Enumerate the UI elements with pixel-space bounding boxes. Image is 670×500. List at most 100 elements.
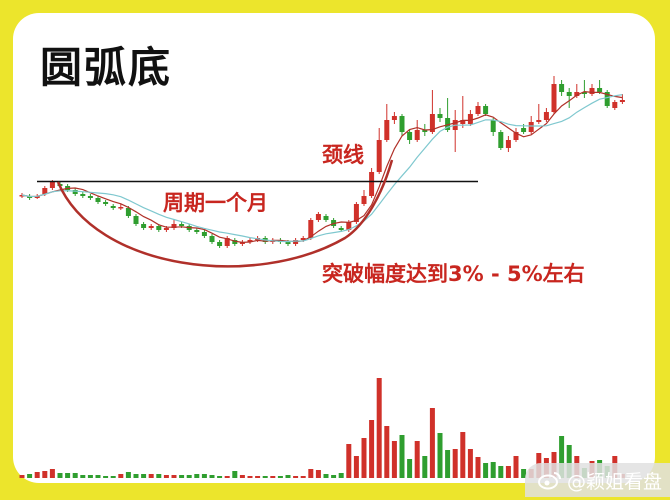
period-label: 周期一个月 — [163, 191, 268, 215]
volume-bar — [445, 450, 451, 478]
breakout-label: 突破幅度达到3% - 5%左右 — [322, 262, 585, 286]
candle-body — [369, 172, 375, 196]
candle-body — [604, 92, 610, 106]
volume-bar — [171, 475, 177, 478]
volume-bar — [376, 378, 382, 478]
candle-body — [163, 228, 169, 230]
volume-bar — [475, 457, 481, 478]
volume-bar — [308, 469, 314, 478]
candle-body — [209, 236, 215, 242]
moving-averages — [21, 90, 623, 244]
volume-bar — [505, 466, 511, 478]
volume-bar — [422, 456, 428, 478]
candle-body — [384, 120, 390, 140]
candle-body — [308, 220, 314, 238]
candle-body — [483, 106, 489, 114]
volume-bar — [125, 472, 131, 478]
candle-body — [536, 120, 542, 122]
candle-body — [217, 242, 223, 246]
candle-body — [460, 120, 466, 124]
volume-bar — [19, 475, 25, 478]
candle-body — [521, 128, 527, 132]
candle-body — [80, 194, 86, 196]
candle-body — [201, 232, 207, 236]
volume-bar — [521, 469, 527, 478]
candle-body — [391, 116, 397, 120]
candle-body — [49, 182, 55, 188]
candle-body — [315, 214, 321, 220]
candle-body — [429, 114, 435, 132]
volume-bar — [103, 476, 109, 478]
candle-body — [34, 196, 40, 198]
candle-body — [619, 100, 625, 102]
volume-bar — [429, 408, 435, 478]
candle-body — [141, 224, 147, 228]
page-title: 圆弧底 — [40, 43, 173, 92]
volume-bar — [49, 469, 55, 478]
candle-body — [422, 130, 428, 132]
volume-bar — [247, 476, 253, 478]
volume-bar — [95, 475, 101, 478]
candle-body — [103, 202, 109, 204]
candle-body — [498, 132, 504, 148]
volume-bar — [110, 476, 116, 478]
volume-bar — [437, 433, 443, 478]
volume-bar — [262, 476, 268, 478]
candle-body — [171, 224, 177, 228]
volume-bar — [483, 463, 489, 478]
candle-body — [247, 240, 253, 242]
volume-bar — [490, 462, 496, 478]
volume-bar — [270, 476, 276, 478]
candle-body — [353, 204, 359, 222]
candle-body — [414, 130, 420, 140]
candle-body — [490, 120, 496, 132]
volume-bar — [118, 474, 124, 478]
candle-body — [19, 195, 25, 197]
candle-body — [133, 216, 139, 224]
candle-body — [118, 207, 124, 209]
candle-body — [399, 116, 405, 132]
volume-bar — [87, 475, 93, 478]
candle-body — [285, 242, 291, 244]
volume-bar — [239, 475, 245, 478]
volume-bar — [27, 474, 33, 478]
candle-body — [581, 92, 587, 94]
candle-body — [125, 208, 131, 216]
rounding-bottom-arc — [56, 159, 394, 268]
candle-body — [407, 132, 413, 140]
candle-body — [232, 240, 238, 244]
ma-short-line — [21, 90, 623, 244]
candle-body — [513, 132, 519, 140]
volume-bar — [156, 474, 162, 478]
candle-body — [528, 122, 534, 132]
candle-body — [300, 238, 306, 240]
volume-bar — [42, 471, 48, 478]
candle-body — [551, 84, 557, 112]
volume-bar — [353, 456, 359, 478]
candle-body — [194, 230, 200, 232]
volume-bar — [163, 475, 169, 478]
volume-bar — [186, 475, 192, 478]
candle-body — [612, 102, 618, 108]
volume-bar — [232, 471, 238, 478]
candle-body — [148, 226, 154, 228]
volume-bar — [57, 473, 63, 478]
volume-bars — [19, 378, 625, 478]
candle-body — [87, 196, 93, 198]
volume-bar — [315, 470, 321, 478]
watermark: @颖姐看盘 — [525, 463, 670, 497]
volume-bar — [224, 476, 230, 478]
candle-body — [156, 226, 162, 230]
candle-body — [323, 216, 329, 220]
volume-bar — [300, 476, 306, 478]
volume-bar — [414, 441, 420, 478]
volume-bar — [566, 445, 572, 478]
volume-bar — [361, 438, 367, 478]
volume-bar — [217, 476, 223, 478]
volume-bar — [277, 476, 283, 478]
candle-body — [574, 92, 580, 96]
volume-bar — [467, 449, 473, 478]
neckline-label: 颈线 — [322, 143, 364, 167]
volume-bar — [80, 475, 86, 478]
